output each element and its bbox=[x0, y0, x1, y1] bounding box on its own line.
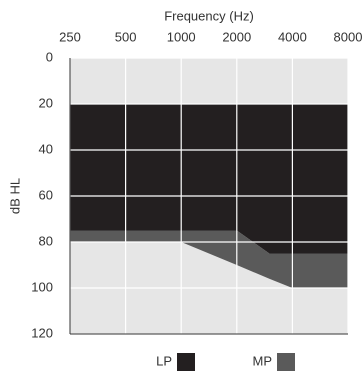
x-tick-label: 1000 bbox=[167, 29, 196, 44]
x-tick-label: 2000 bbox=[222, 29, 251, 44]
legend-swatch bbox=[177, 353, 195, 371]
legend-label: MP bbox=[253, 353, 273, 368]
x-tick-label: 4000 bbox=[278, 29, 307, 44]
y-tick-label: 20 bbox=[39, 95, 53, 110]
y-axis-label: dB HL bbox=[7, 178, 22, 214]
legend-label: LP bbox=[156, 353, 172, 368]
y-tick-label: 120 bbox=[31, 325, 53, 340]
range-area bbox=[70, 104, 348, 254]
x-tick-label: 250 bbox=[59, 29, 81, 44]
y-tick-label: 100 bbox=[31, 279, 53, 294]
y-tick-label: 40 bbox=[39, 141, 53, 156]
chart-title: Frequency (Hz) bbox=[164, 8, 254, 23]
x-tick-label: 500 bbox=[115, 29, 137, 44]
y-tick-label: 0 bbox=[46, 49, 53, 64]
y-tick-label: 80 bbox=[39, 233, 53, 248]
y-tick-label: 60 bbox=[39, 187, 53, 202]
range-area bbox=[70, 230, 348, 288]
legend-swatch bbox=[277, 353, 295, 371]
x-tick-label: 8000 bbox=[334, 29, 363, 44]
